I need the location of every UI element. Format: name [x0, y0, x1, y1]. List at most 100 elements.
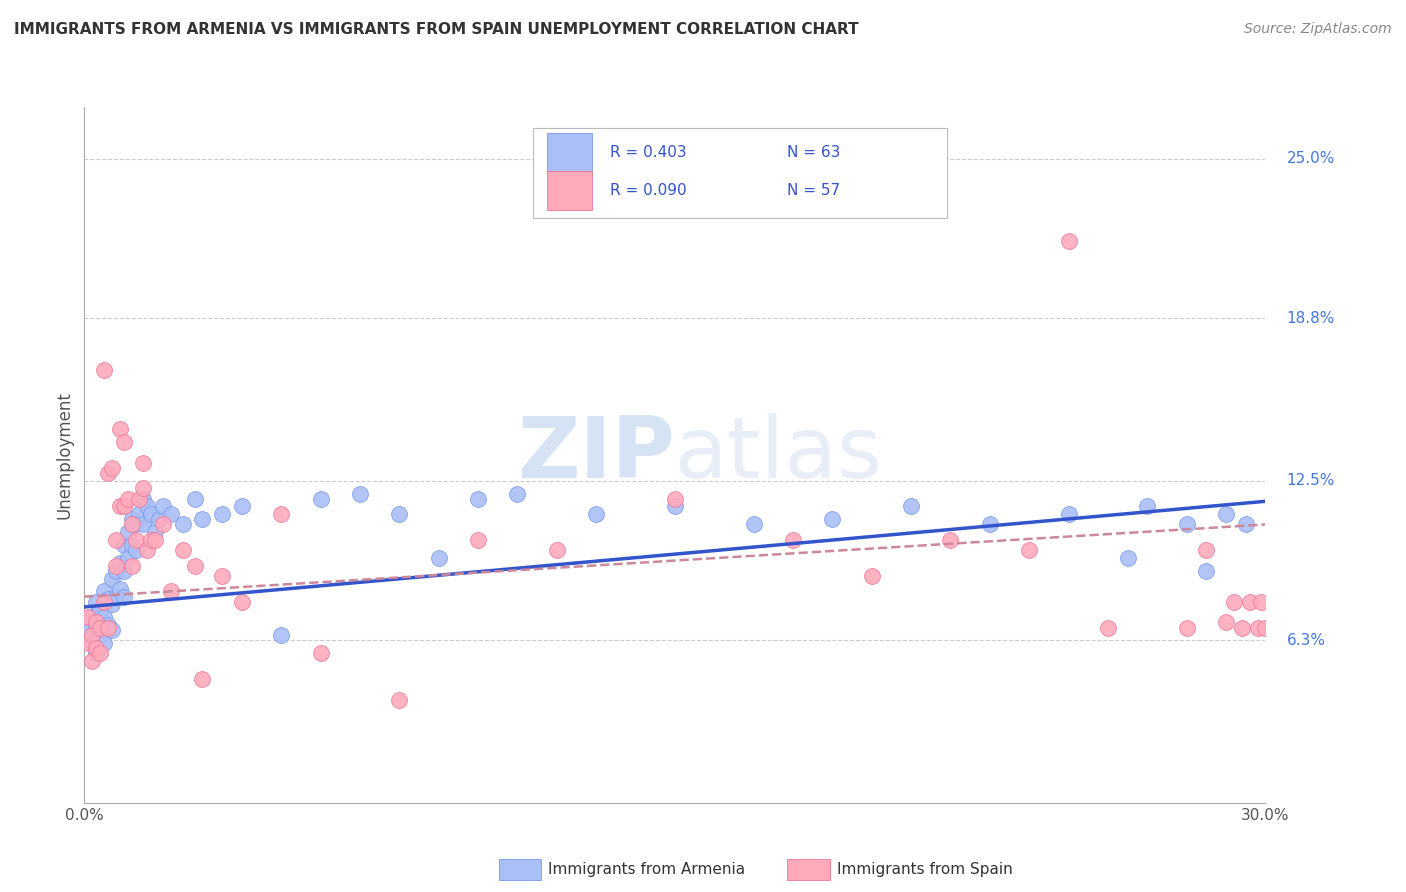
Point: [128, 491, 150, 506]
Point: [211, 507, 233, 521]
Point: [97, 618, 120, 632]
Point: [506, 486, 529, 500]
Point: [93, 363, 115, 377]
Text: Immigrants from Armenia: Immigrants from Armenia: [548, 863, 745, 877]
Point: [84, 641, 107, 656]
Point: [112, 435, 135, 450]
Y-axis label: Unemployment: Unemployment: [55, 391, 73, 519]
Point: [108, 422, 131, 436]
Point: [160, 507, 183, 521]
Point: [1175, 621, 1198, 635]
Point: [143, 525, 166, 540]
Point: [467, 491, 489, 506]
Point: [388, 692, 411, 706]
Point: [128, 507, 150, 521]
Point: [1215, 507, 1237, 521]
Point: [1018, 543, 1040, 558]
Point: [231, 595, 253, 609]
Point: [152, 500, 174, 514]
Point: [939, 533, 962, 547]
Point: [1097, 621, 1119, 635]
Point: [104, 533, 127, 547]
Point: [172, 517, 194, 532]
Point: [136, 500, 159, 514]
Point: [1239, 595, 1261, 609]
Point: [1223, 595, 1246, 609]
Point: [309, 646, 332, 660]
Point: [112, 538, 135, 552]
Point: [101, 623, 124, 637]
Point: [101, 598, 124, 612]
Point: [89, 628, 111, 642]
Point: [84, 621, 107, 635]
FancyBboxPatch shape: [547, 171, 592, 210]
Point: [782, 533, 804, 547]
Point: [191, 672, 214, 686]
Point: [1250, 595, 1272, 609]
Point: [101, 460, 124, 475]
Point: [664, 500, 686, 514]
Point: [101, 572, 124, 586]
Point: [104, 558, 127, 573]
Point: [97, 466, 120, 480]
Point: [89, 646, 111, 660]
Text: R = 0.403: R = 0.403: [610, 145, 686, 160]
Point: [546, 543, 568, 558]
Text: atlas: atlas: [675, 413, 883, 497]
Text: ZIP: ZIP: [517, 413, 675, 497]
Point: [148, 512, 170, 526]
Point: [84, 595, 107, 609]
Point: [309, 491, 332, 506]
Point: [108, 582, 131, 596]
Point: [117, 551, 139, 566]
Point: [211, 569, 233, 583]
Point: [742, 517, 765, 532]
Point: [152, 517, 174, 532]
Point: [82, 628, 104, 642]
Point: [89, 621, 111, 635]
Point: [82, 654, 104, 668]
Point: [349, 486, 371, 500]
Point: [132, 482, 155, 496]
Text: 25.0%: 25.0%: [1286, 151, 1334, 166]
Point: [117, 491, 139, 506]
Point: [1057, 234, 1080, 248]
Point: [979, 517, 1001, 532]
Point: [97, 592, 120, 607]
Point: [860, 569, 883, 583]
Point: [121, 517, 143, 532]
Text: 12.5%: 12.5%: [1286, 473, 1334, 488]
Point: [1215, 615, 1237, 630]
Text: 6.3%: 6.3%: [1286, 633, 1326, 648]
Point: [427, 551, 450, 566]
Point: [1057, 507, 1080, 521]
Point: [132, 456, 155, 470]
Point: [77, 610, 100, 624]
Point: [77, 636, 100, 650]
Point: [1246, 621, 1268, 635]
Point: [1195, 564, 1218, 578]
Point: [172, 543, 194, 558]
Point: [84, 646, 107, 660]
Point: [388, 507, 411, 521]
Text: Source: ZipAtlas.com: Source: ZipAtlas.com: [1244, 22, 1392, 37]
Point: [821, 512, 844, 526]
Point: [82, 610, 104, 624]
Point: [1195, 543, 1218, 558]
Point: [124, 533, 146, 547]
Point: [183, 558, 205, 573]
Point: [141, 533, 163, 547]
Point: [124, 517, 146, 532]
Point: [1136, 500, 1159, 514]
Point: [112, 590, 135, 604]
Point: [585, 507, 607, 521]
Point: [117, 525, 139, 540]
Point: [121, 558, 143, 573]
Text: N = 57: N = 57: [787, 183, 841, 198]
Point: [104, 590, 127, 604]
Text: R = 0.090: R = 0.090: [610, 183, 686, 198]
Point: [84, 615, 107, 630]
Point: [112, 564, 135, 578]
FancyBboxPatch shape: [547, 133, 592, 171]
Point: [108, 500, 131, 514]
